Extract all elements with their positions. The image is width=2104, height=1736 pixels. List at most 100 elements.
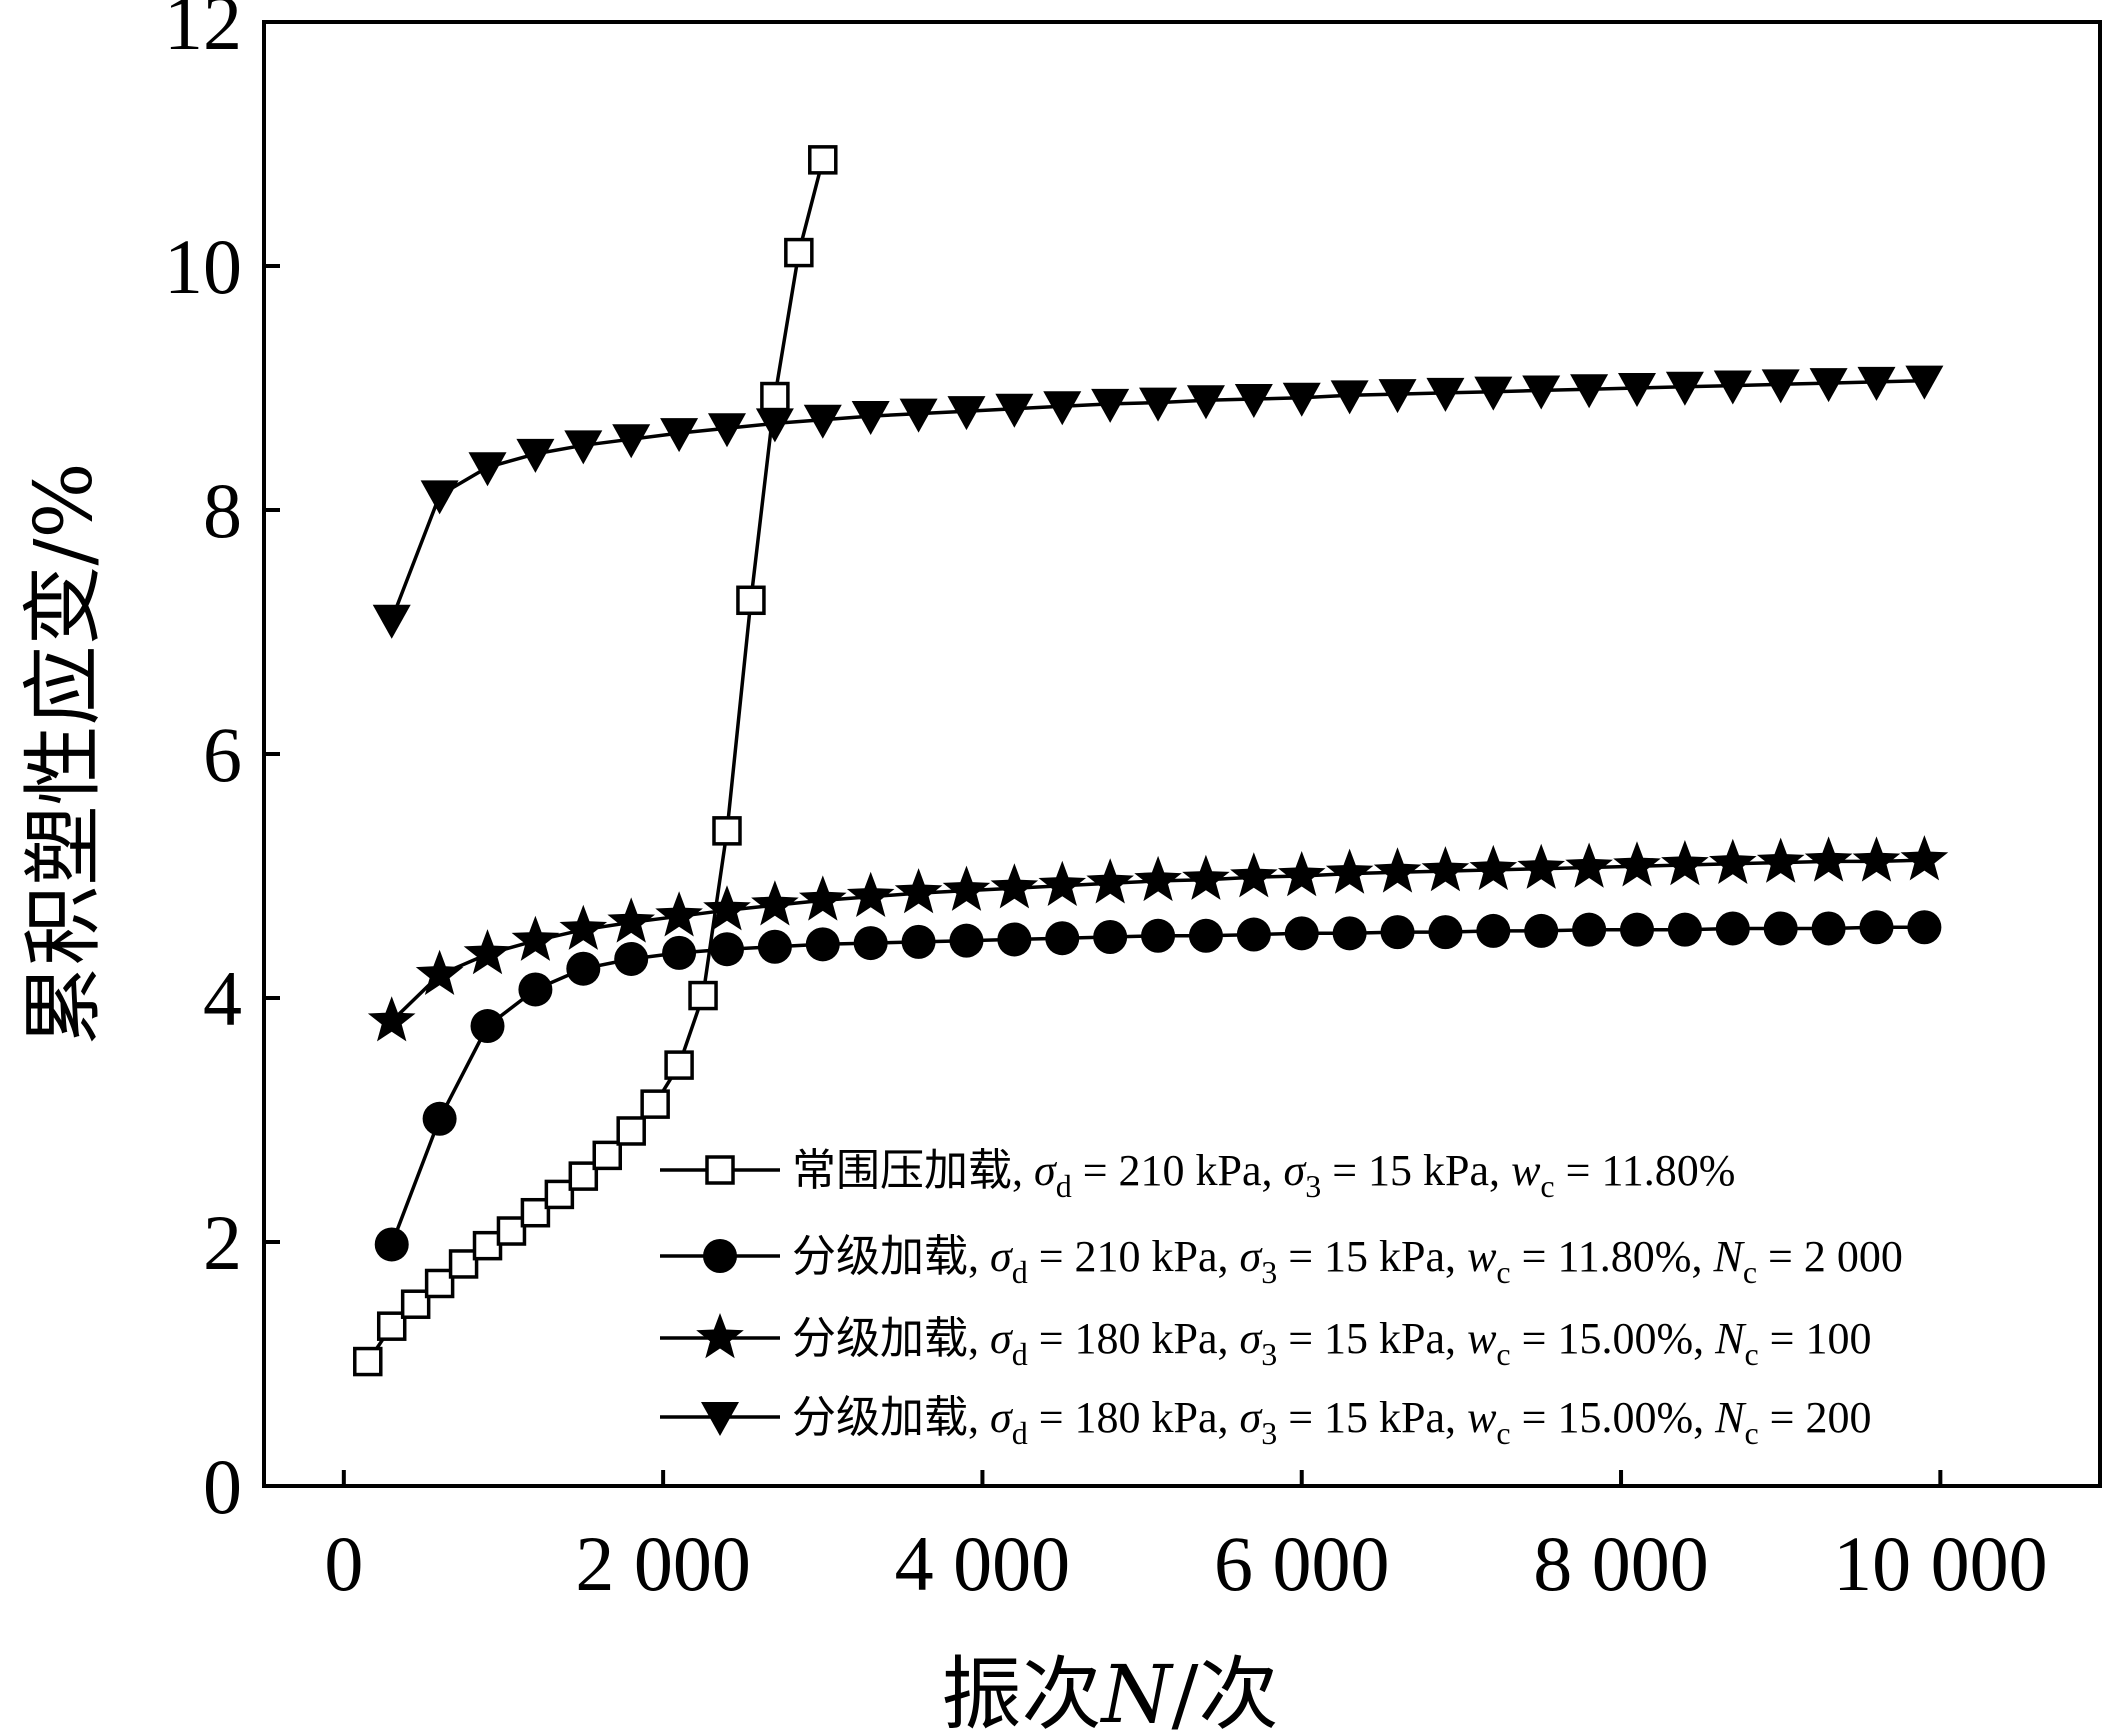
- square-point: [376, 1311, 407, 1341]
- star-point: [751, 880, 799, 926]
- triangle-down-point: [1234, 383, 1273, 418]
- star-point: [703, 885, 751, 931]
- square-point: [712, 816, 742, 846]
- star-point: [367, 996, 416, 1042]
- star-point: [1900, 835, 1949, 881]
- square-point: [568, 1161, 599, 1191]
- circle-point: [374, 1227, 409, 1262]
- triangle-down-point: [1618, 373, 1657, 407]
- circle-point: [518, 972, 553, 1007]
- circle-point: [566, 951, 601, 986]
- triangle-down-point: [1474, 376, 1513, 411]
- legend-square-marker: [705, 1155, 735, 1185]
- triangle-down-point: [1330, 380, 1369, 415]
- y-tick-label: 8: [203, 467, 242, 554]
- circle-point: [1428, 915, 1463, 950]
- y-tick-label: 4: [203, 955, 242, 1042]
- star-point: [1756, 837, 1805, 883]
- circle-point: [709, 932, 744, 967]
- circle-point: [1476, 913, 1511, 948]
- triangle-down-point: [1186, 385, 1225, 420]
- legend-label: 常围压加载, σd = 210 kPa, σ3 = 15 kPa, wc = 1…: [792, 1146, 1735, 1204]
- star-point: [1565, 842, 1613, 888]
- circle-point: [997, 922, 1032, 957]
- triangle-down-point: [468, 452, 507, 487]
- circle-point: [1667, 912, 1702, 947]
- circle-point: [1236, 917, 1271, 952]
- series-4: [372, 365, 1944, 639]
- x-axis-title: 振次N/次: [942, 1648, 1279, 1736]
- x-tick-label: 6 000: [1214, 1520, 1390, 1607]
- star-point: [1182, 854, 1230, 900]
- star-point: [1086, 858, 1134, 904]
- circle-point: [1188, 918, 1223, 953]
- circle-point: [1141, 918, 1176, 953]
- y-axis-title: 累积塑性应变/%: [17, 463, 110, 1046]
- triangle-down-point: [1570, 374, 1609, 409]
- square-point: [496, 1216, 527, 1246]
- legend-entry: 分级加载, σd = 180 kPa, σ3 = 15 kPa, wc = 15…: [660, 1313, 1871, 1372]
- circle-point: [614, 941, 649, 976]
- series-2-line: [390, 925, 1925, 1246]
- y-tick-label: 10: [164, 223, 242, 310]
- legend: 常围压加载, σd = 210 kPa, σ3 = 15 kPa, wc = 1…: [660, 1146, 1903, 1451]
- circle-point: [1284, 916, 1319, 951]
- star-point: [1038, 860, 1086, 906]
- circle-point: [1572, 912, 1607, 947]
- triangle-down-point: [899, 398, 938, 433]
- star-point: [990, 863, 1039, 909]
- triangle-down-point: [660, 418, 699, 453]
- star-point: [559, 904, 608, 950]
- square-point: [688, 980, 718, 1011]
- circle-point: [1524, 913, 1559, 948]
- circle-point: [805, 927, 840, 962]
- square-point: [784, 237, 814, 268]
- triangle-down-point: [851, 401, 890, 436]
- circle-point: [1380, 915, 1415, 950]
- star-point: [415, 949, 464, 995]
- star-point: [1613, 841, 1661, 887]
- square-point: [592, 1140, 623, 1171]
- legend-entry: 分级加载, σd = 210 kPa, σ3 = 15 kPa, wc = 11…: [660, 1232, 1903, 1290]
- legend-triangle-down-marker: [701, 1402, 739, 1436]
- square-point: [736, 585, 766, 616]
- circle-point: [1859, 910, 1894, 945]
- x-tick-label: 8 000: [1533, 1520, 1709, 1607]
- x-tick-label: 2 000: [575, 1520, 751, 1607]
- star-point: [846, 871, 895, 917]
- x-axis: 0 2 000 4 000 6 000 8 000 10 000: [324, 1470, 2048, 1607]
- circle-point: [1045, 921, 1080, 956]
- circle-point: [662, 935, 697, 970]
- star-point: [607, 897, 655, 943]
- circle-point: [1811, 911, 1846, 946]
- triangle-down-point: [1426, 377, 1465, 412]
- star-point: [1230, 852, 1278, 898]
- triangle-down-point: [564, 430, 603, 465]
- circle-point: [853, 926, 888, 961]
- legend-label: 分级加载, σd = 210 kPa, σ3 = 15 kPa, wc = 11…: [792, 1232, 1903, 1290]
- circle-point: [1715, 911, 1750, 946]
- star-point: [894, 868, 943, 914]
- star-point: [1709, 838, 1757, 884]
- triangle-down-point: [1522, 375, 1561, 410]
- y-tick-label: 0: [203, 1443, 242, 1530]
- star-point: [1325, 848, 1374, 894]
- y-axis: 0 2 4 6 8 10 12: [164, 0, 280, 1530]
- circle-point: [470, 1009, 505, 1044]
- square-point: [544, 1179, 575, 1210]
- series-layer: [353, 145, 1949, 1377]
- y-tick-label: 12: [164, 0, 242, 66]
- square-point: [520, 1197, 551, 1228]
- x-tick-label: 4 000: [895, 1520, 1071, 1607]
- star-point: [799, 875, 847, 921]
- triangle-down-point: [803, 404, 842, 439]
- triangle-down-point: [707, 413, 746, 448]
- triangle-down-point: [1761, 369, 1800, 404]
- legend-entry: 常围压加载, σd = 210 kPa, σ3 = 15 kPa, wc = 1…: [660, 1146, 1735, 1204]
- circle-point: [422, 1101, 457, 1136]
- star-point: [655, 891, 703, 937]
- triangle-down-point: [1809, 368, 1848, 403]
- triangle-down-point: [947, 396, 986, 431]
- x-tick-label: 10 000: [1833, 1520, 2048, 1607]
